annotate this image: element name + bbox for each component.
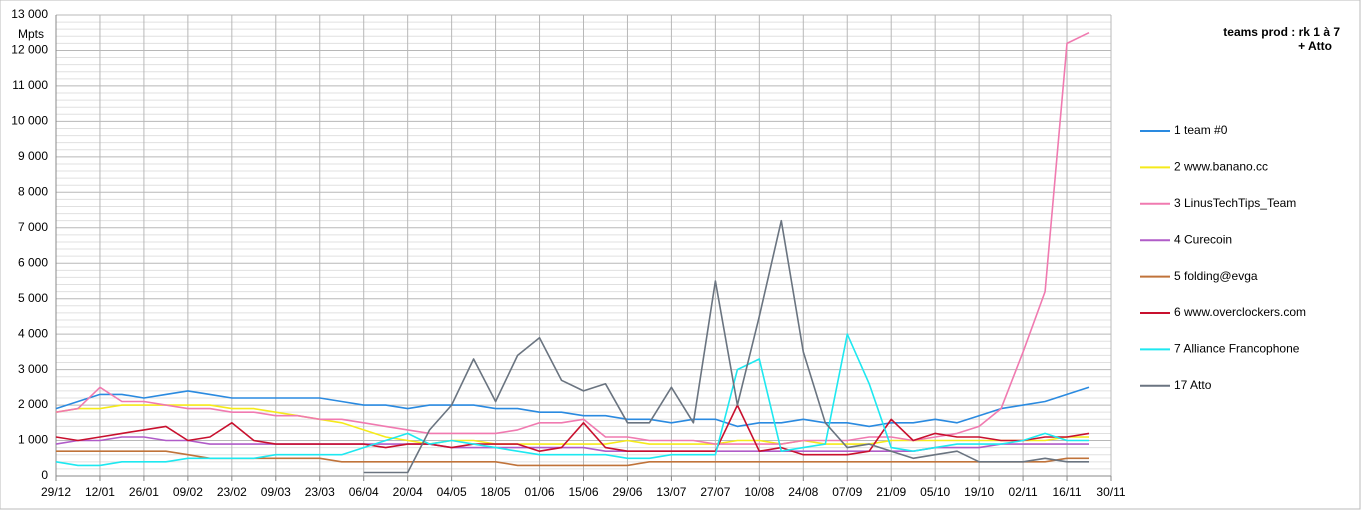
- y-tick-label: 4 000: [18, 326, 48, 340]
- x-tick-label: 27/07: [700, 485, 730, 499]
- y-tick-label: 2 000: [18, 397, 48, 411]
- x-tick-label: 01/06: [525, 485, 555, 499]
- x-tick-label: 21/09: [876, 485, 906, 499]
- series-line: [363, 219, 1089, 474]
- y-tick-label: 11 000: [12, 78, 48, 92]
- series-line: [55, 404, 1090, 456]
- legend-label: 4 Curecoin: [1174, 232, 1232, 246]
- legend-label: 17 Atto: [1174, 378, 1212, 392]
- y-tick-label: 9 000: [18, 149, 48, 163]
- y-tick-label: 7 000: [18, 220, 48, 234]
- series-line: [55, 333, 1089, 467]
- y-tick-label: 8 000: [18, 184, 48, 198]
- x-tick-label: 26/01: [129, 485, 159, 499]
- x-tick-label: 06/04: [349, 485, 379, 499]
- legend-label: 7 Alliance Francophone: [1174, 342, 1300, 356]
- y-tick-label: 0: [41, 468, 48, 482]
- x-tick-label: 18/05: [481, 485, 511, 499]
- x-tick-label: 04/05: [437, 485, 467, 499]
- y-tick-label: 3 000: [18, 362, 48, 376]
- x-tick-label: 05/10: [920, 485, 950, 499]
- series-line: [55, 386, 1090, 428]
- legend-label: 3 LinusTechTips_Team: [1174, 196, 1296, 210]
- x-tick-label: 02/11: [1009, 485, 1038, 499]
- x-tick-label: 15/06: [568, 485, 598, 499]
- legend-label: 6 www.overclockers.com: [1174, 305, 1306, 319]
- x-tick-label: 30/11: [1096, 485, 1125, 499]
- y-tick-label: 1 000: [18, 433, 48, 447]
- x-tick-label: 23/02: [217, 485, 247, 499]
- y-tick-label: 6 000: [18, 255, 48, 269]
- x-tick-label: 16/11: [1052, 485, 1081, 499]
- legend-label: 2 www.banano.cc: [1174, 160, 1268, 174]
- x-tick-label: 19/10: [964, 485, 994, 499]
- legend-label: 5 folding@evga: [1174, 269, 1258, 283]
- x-tick-label: 09/02: [173, 485, 203, 499]
- legend-label: 1 team #0: [1174, 123, 1228, 137]
- x-tick-label: 29/12: [41, 485, 71, 499]
- chart-subtitle: + Atto: [1298, 39, 1332, 53]
- x-tick-label: 29/06: [612, 485, 642, 499]
- y-tick-label: 10 000: [11, 114, 48, 128]
- y-axis-label: Mpts: [18, 27, 44, 41]
- x-tick-label: 24/08: [788, 485, 818, 499]
- x-tick-label: 09/03: [261, 485, 291, 499]
- chart-title: teams prod : rk 1 à 7: [1223, 25, 1340, 39]
- x-tick-label: 20/04: [393, 485, 423, 499]
- x-tick-label: 10/08: [744, 485, 774, 499]
- y-tick-label: 12 000: [11, 43, 48, 57]
- x-tick-label: 07/09: [832, 485, 862, 499]
- x-tick-label: 13/07: [656, 485, 686, 499]
- y-tick-label: 5 000: [18, 291, 48, 305]
- x-tick-label: 12/01: [85, 485, 115, 499]
- y-tick-label: 13 000: [11, 7, 48, 21]
- x-tick-label: 23/03: [305, 485, 335, 499]
